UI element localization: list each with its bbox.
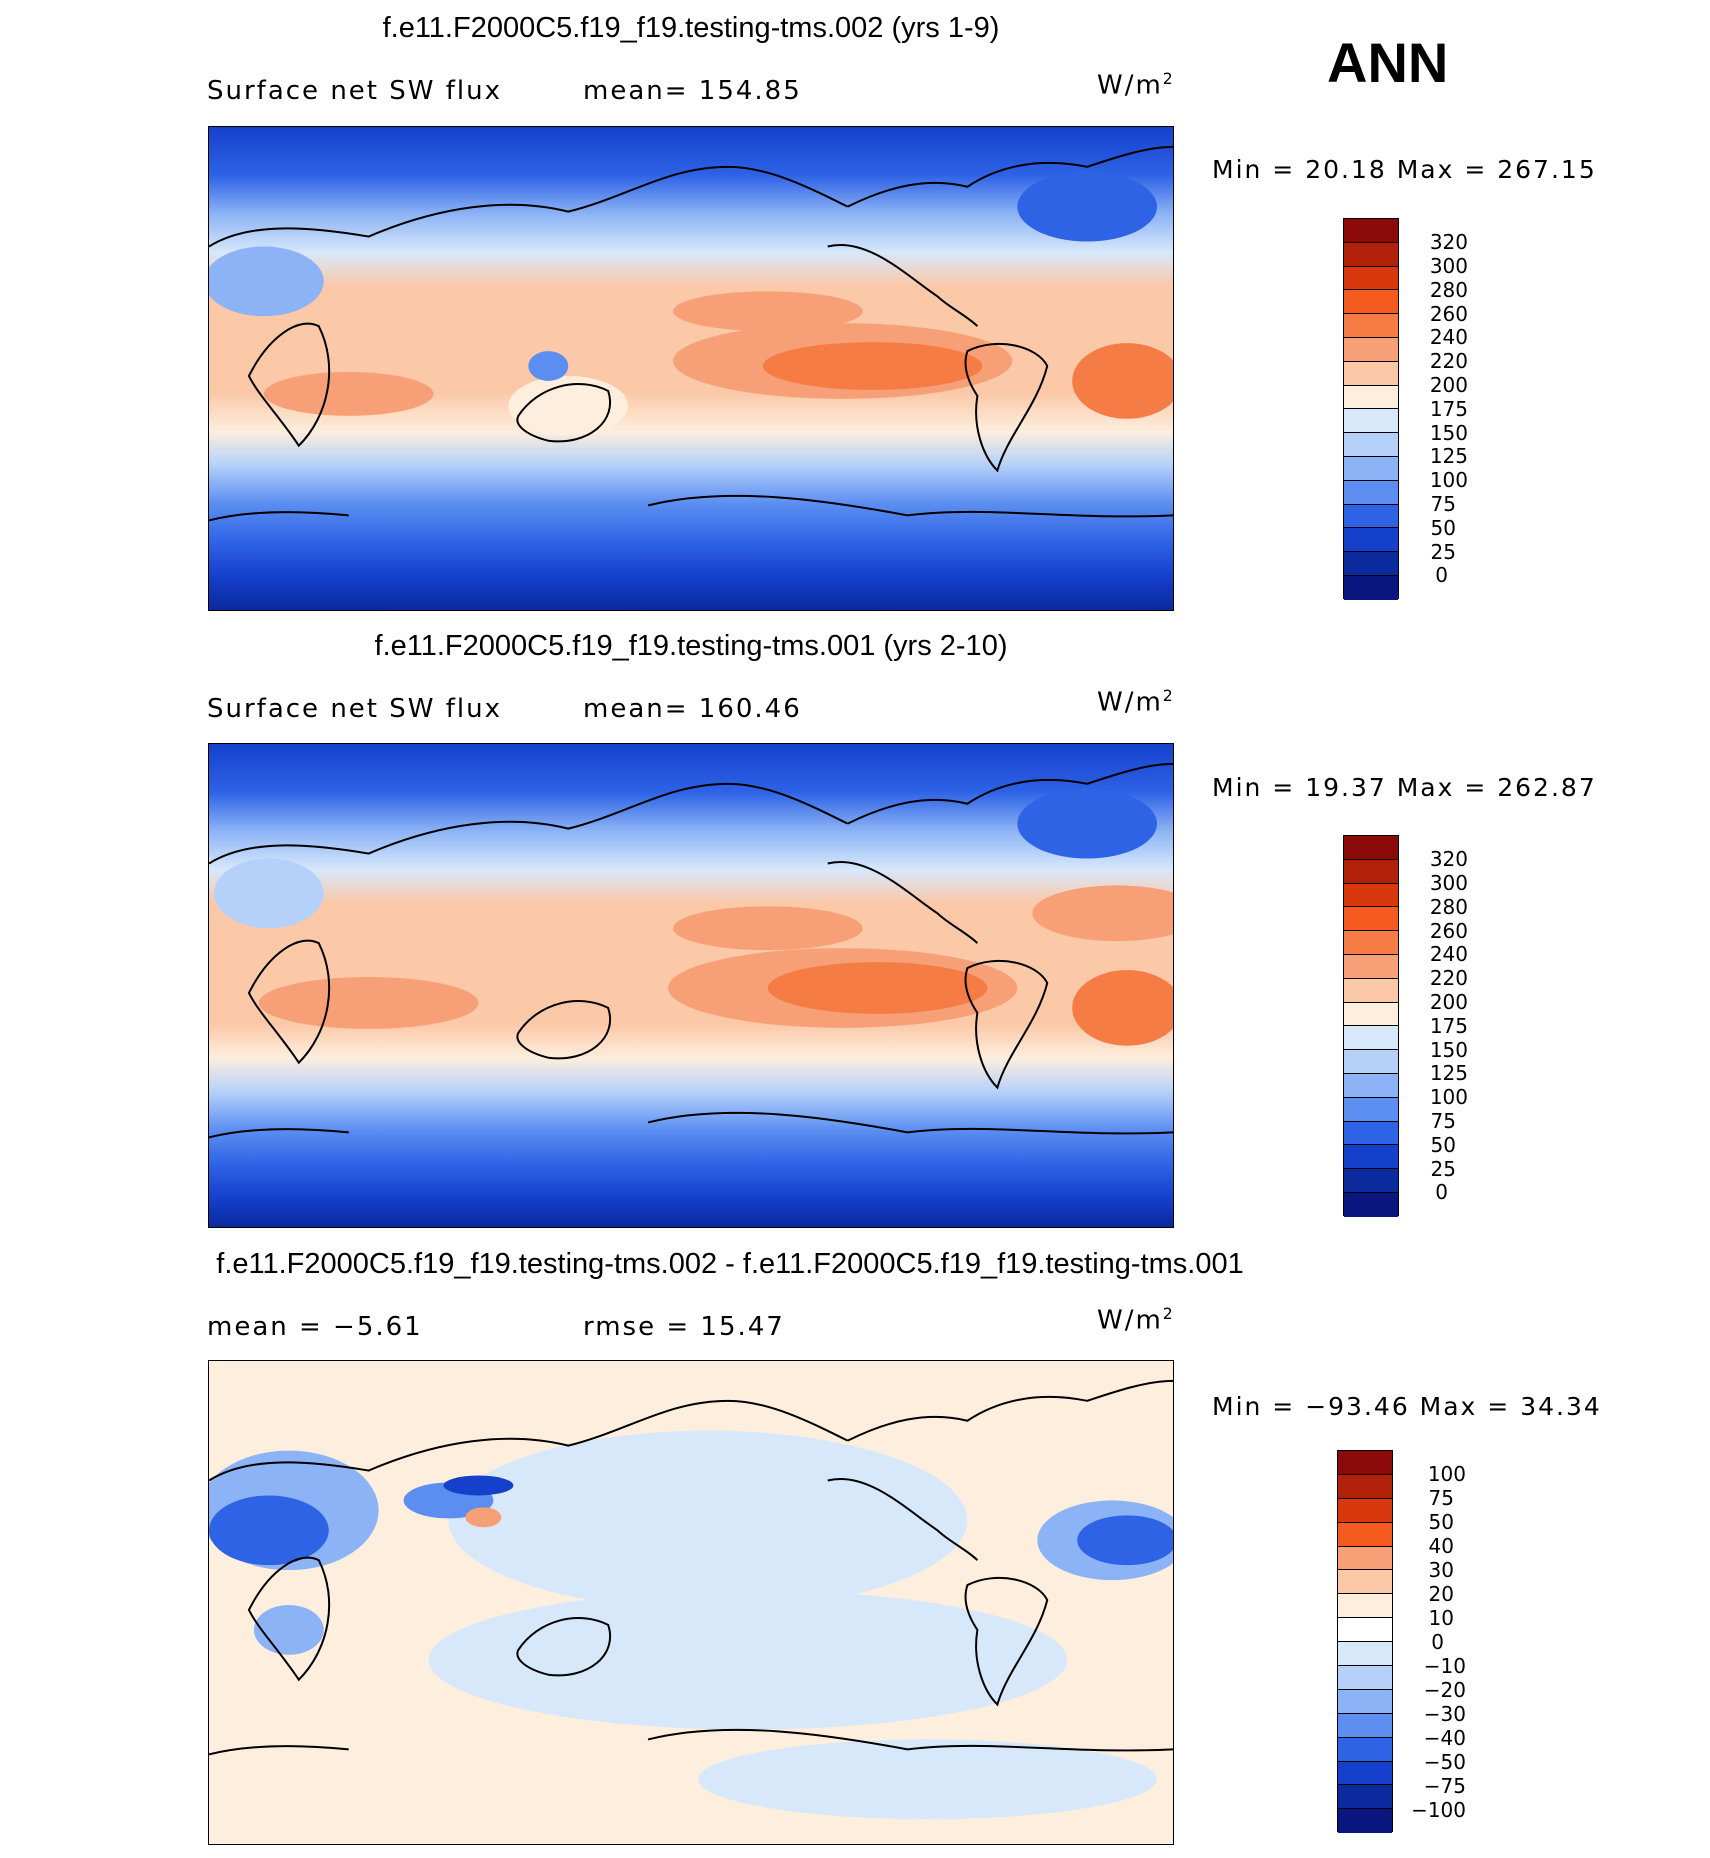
colorbar-tick: 260 xyxy=(1429,919,1468,943)
colorbar-tick: 280 xyxy=(1429,278,1468,302)
colorbar-tick: −75 xyxy=(1423,1774,1466,1798)
panel-2-map xyxy=(208,743,1174,1228)
colorbar-tick: 50 xyxy=(1430,1133,1456,1157)
colorbar-tick: 175 xyxy=(1429,397,1468,421)
panel-3-rmse-label: rmse = 15.47 xyxy=(583,1312,785,1342)
colorbar-tick: 40 xyxy=(1428,1534,1454,1558)
panel-2-units: W/m2 xyxy=(1097,687,1175,718)
panel-2-title: f.e11.F2000C5.f19_f19.testing-tms.001 (y… xyxy=(374,630,1008,662)
panel-3-minmax: Min = −93.46 Max = 34.34 xyxy=(1212,1392,1602,1421)
colorbar-tick: 0 xyxy=(1435,1180,1448,1204)
colorbar-tick: 30 xyxy=(1428,1558,1454,1582)
panel-1-variable-label: Surface net SW flux xyxy=(207,76,502,106)
colorbar-tick: 320 xyxy=(1429,847,1468,871)
colorbar-tick: 200 xyxy=(1429,373,1468,397)
colorbar-tick: −20 xyxy=(1423,1678,1466,1702)
panel-1-minmax: Min = 20.18 Max = 267.15 xyxy=(1212,155,1597,184)
colorbar-tick: 125 xyxy=(1429,444,1468,468)
colorbar-tick: 320 xyxy=(1429,230,1468,254)
colorbar-tick: 25 xyxy=(1430,1157,1456,1181)
panel-1-units: W/m2 xyxy=(1097,70,1175,101)
colorbar-tick: 240 xyxy=(1429,325,1468,349)
colorbar-tick: 20 xyxy=(1428,1582,1454,1606)
panel-3-colorbar xyxy=(1337,1450,1393,1834)
colorbar-tick: 150 xyxy=(1429,421,1468,445)
colorbar-tick: 100 xyxy=(1427,1462,1466,1486)
colorbar-tick: 25 xyxy=(1430,540,1456,564)
colorbar-tick: −100 xyxy=(1411,1798,1466,1822)
colorbar-tick: 150 xyxy=(1429,1038,1468,1062)
colorbar-tick: 220 xyxy=(1429,966,1468,990)
colorbar-tick: 75 xyxy=(1428,1486,1454,1510)
colorbar-tick: 0 xyxy=(1431,1630,1444,1654)
panel-1-mean-label: mean= 154.85 xyxy=(583,76,802,106)
panel-1-map xyxy=(208,126,1174,611)
colorbar-tick: 260 xyxy=(1429,302,1468,326)
colorbar-tick: 75 xyxy=(1430,492,1456,516)
panel-2-colorbar xyxy=(1343,835,1399,1217)
colorbar-tick: 100 xyxy=(1429,468,1468,492)
panel-3-map xyxy=(208,1360,1174,1845)
colorbar-tick: 10 xyxy=(1428,1606,1454,1630)
panel-3-mean-label: mean = −5.61 xyxy=(207,1312,423,1342)
colorbar-tick: −30 xyxy=(1423,1702,1466,1726)
colorbar-tick: 300 xyxy=(1429,871,1468,895)
colorbar-tick: 220 xyxy=(1429,349,1468,373)
season-label: ANN xyxy=(1327,31,1449,94)
panel-2-variable-label: Surface net SW flux xyxy=(207,694,502,724)
panel-2-minmax: Min = 19.37 Max = 262.87 xyxy=(1212,773,1597,802)
colorbar-tick: 75 xyxy=(1430,1109,1456,1133)
panel-3-title: f.e11.F2000C5.f19_f19.testing-tms.002 - … xyxy=(216,1248,1244,1280)
panel-1-title: f.e11.F2000C5.f19_f19.testing-tms.002 (y… xyxy=(382,12,1000,44)
colorbar-tick: −40 xyxy=(1423,1726,1466,1750)
colorbar-tick: 175 xyxy=(1429,1014,1468,1038)
colorbar-tick: 200 xyxy=(1429,990,1468,1014)
panel-1-colorbar xyxy=(1343,218,1399,600)
colorbar-tick: 0 xyxy=(1435,563,1448,587)
colorbar-tick: 50 xyxy=(1430,516,1456,540)
colorbar-tick: −50 xyxy=(1423,1750,1466,1774)
panel-3-units: W/m2 xyxy=(1097,1305,1175,1336)
panel-2-mean-label: mean= 160.46 xyxy=(583,694,802,724)
colorbar-tick: 240 xyxy=(1429,942,1468,966)
colorbar-tick: 100 xyxy=(1429,1085,1468,1109)
colorbar-tick: −10 xyxy=(1423,1654,1466,1678)
colorbar-tick: 280 xyxy=(1429,895,1468,919)
colorbar-tick: 300 xyxy=(1429,254,1468,278)
colorbar-tick: 50 xyxy=(1428,1510,1454,1534)
colorbar-tick: 125 xyxy=(1429,1061,1468,1085)
